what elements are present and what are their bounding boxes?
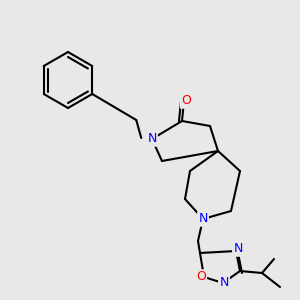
- Text: O: O: [196, 271, 206, 284]
- Text: O: O: [181, 94, 191, 107]
- Text: N: N: [198, 212, 208, 226]
- Text: N: N: [147, 133, 157, 146]
- Text: N: N: [233, 242, 243, 256]
- Text: N: N: [219, 277, 229, 290]
